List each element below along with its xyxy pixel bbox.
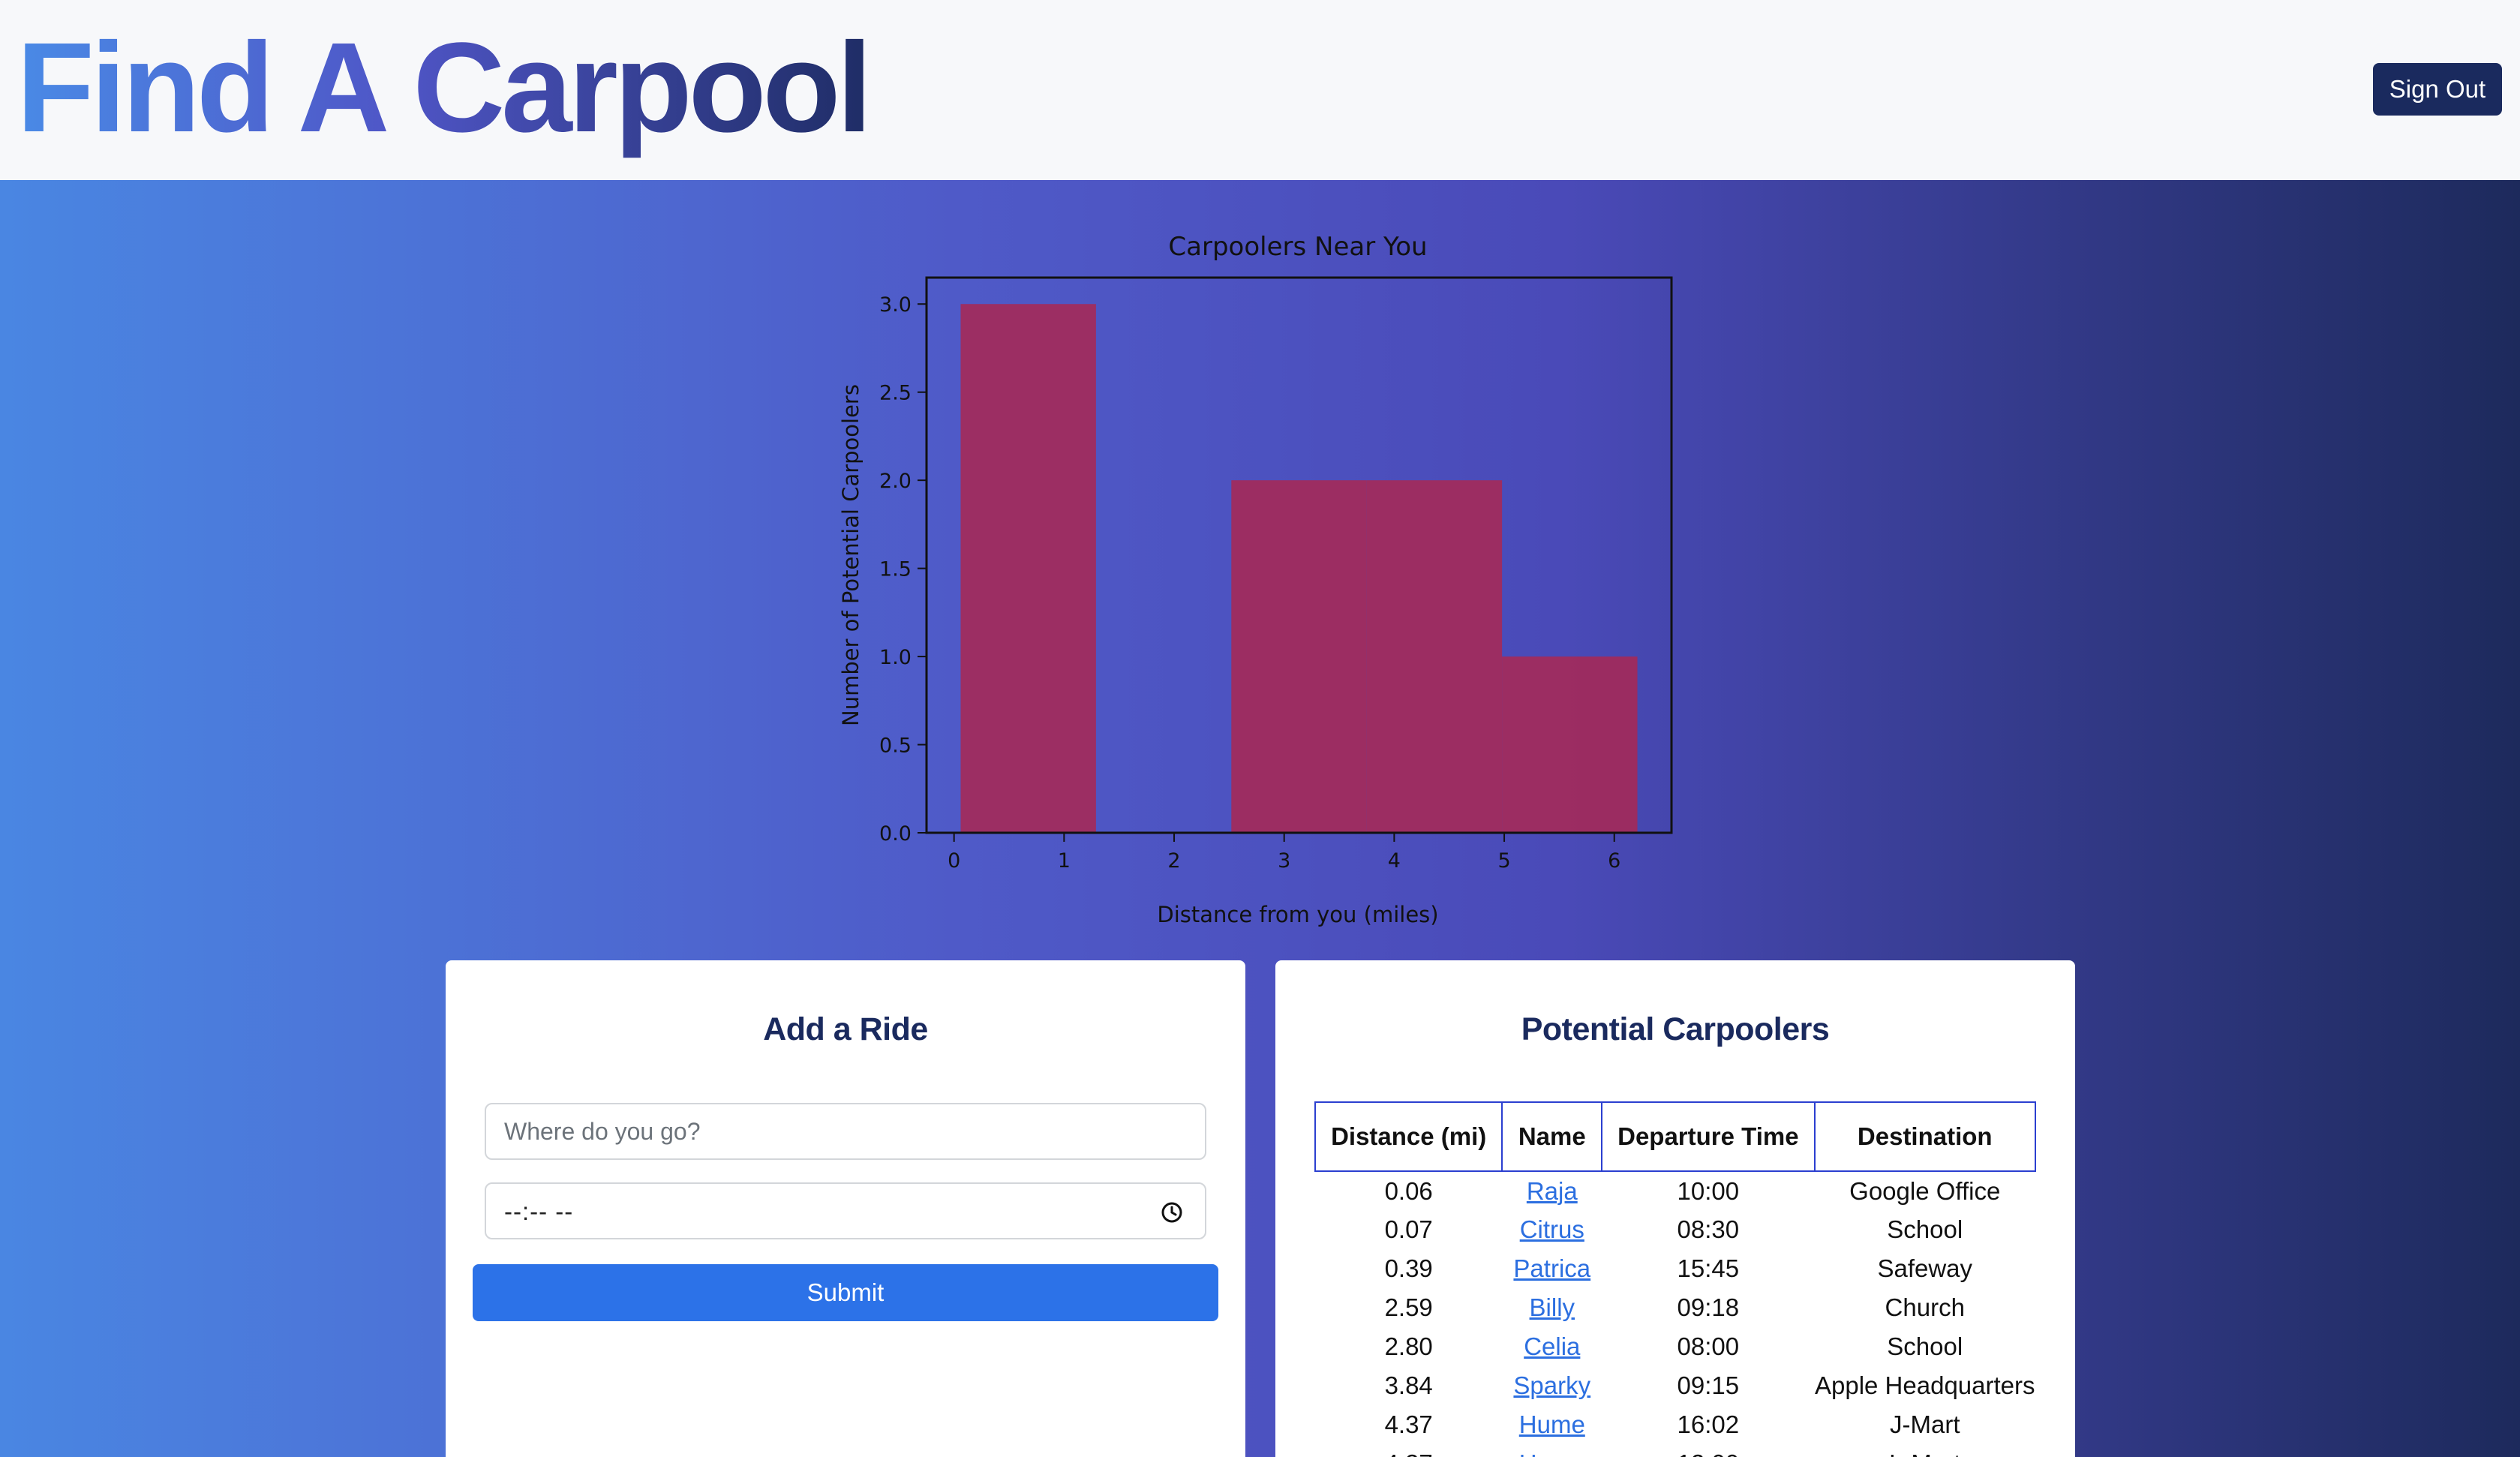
destination-cell: School — [1887, 1215, 1963, 1243]
histogram-bar — [1502, 656, 1638, 833]
distance-cell: 4.37 — [1315, 1444, 1502, 1457]
name-cell: Raja — [1502, 1171, 1602, 1210]
destination-cell: L-Mart — [1815, 1444, 2036, 1457]
x-tick-label: 3 — [1278, 849, 1290, 873]
y-axis-label: Number of Potential Carpoolers — [838, 384, 864, 726]
departure-time-cell: 12:00 — [1602, 1444, 1814, 1457]
x-tick-label: 4 — [1388, 849, 1401, 873]
destination-cell: J-Mart — [1890, 1410, 1960, 1438]
carpooler-name-link[interactable]: Billy — [1529, 1293, 1575, 1321]
y-tick-label: 2.5 — [879, 382, 912, 405]
x-tick-label: 2 — [1167, 849, 1180, 873]
distance-cell: 0.39 — [1384, 1254, 1433, 1282]
table-row: 2.59 Billy 09:18 Church — [1315, 1288, 2035, 1327]
carpoolers-histogram: Carpoolers Near You 0 1 2 3 4 5 6 0.0 0.5 1.0 1.5… — [838, 232, 1673, 927]
carpooler-name-link[interactable]: Celia — [1524, 1332, 1581, 1360]
departure-time-cell: 08:30 — [1677, 1215, 1740, 1243]
name-cell: Hume — [1502, 1444, 1602, 1457]
carpoolers-table: Distance (mi) Name Departure Time Destin… — [1314, 1101, 2036, 1457]
x-axis-label: Distance from you (miles) — [1157, 902, 1438, 927]
carpoolers-title: Potential Carpoolers — [1521, 1011, 1830, 1047]
chart-title: Carpoolers Near You — [1168, 232, 1427, 262]
destination-cell: Church — [1885, 1293, 1965, 1321]
column-header-distance[interactable]: Distance (mi) — [1314, 1101, 1503, 1172]
histogram-bar — [1366, 480, 1503, 833]
add-ride-card: Add a Ride --:-- -- Submit — [446, 960, 1245, 1457]
y-tick-label: 2.0 — [879, 470, 912, 493]
table-row: 0.39 Patrica 15:45 Safeway — [1315, 1249, 2035, 1288]
name-cell: Citrus — [1502, 1210, 1602, 1249]
table-row: 4.37 Hume 16:02 J-Mart — [1315, 1405, 2035, 1444]
table-row: 2.80 Celia 08:00 School — [1315, 1327, 2035, 1366]
carpooler-name-link[interactable]: Hume — [1519, 1449, 1585, 1457]
carpooler-name-link[interactable]: Hume — [1518, 1410, 1585, 1438]
x-tick-label: 6 — [1608, 849, 1620, 873]
departure-time-input[interactable]: --:-- -- — [485, 1182, 1206, 1239]
carpooler-name-link[interactable]: Sparky — [1513, 1371, 1591, 1399]
distance-cell: 0.06 — [1384, 1176, 1433, 1205]
time-placeholder: --:-- -- — [504, 1197, 574, 1225]
x-tick-label: 0 — [948, 849, 960, 873]
name-cell: Billy — [1502, 1288, 1602, 1327]
histogram-bar — [960, 304, 1096, 833]
destination-cell: Safeway — [1877, 1254, 1973, 1282]
y-tick-label: 0.5 — [879, 735, 912, 758]
destination-cell: Google Office — [1849, 1176, 2001, 1205]
table-row: 0.06 Raja 10:00 Google Office — [1315, 1171, 2035, 1210]
main-content: Carpoolers Near You 0 1 2 3 4 5 6 0.0 0.5 1.0 1.5… — [0, 180, 2520, 1457]
top-header: Find A Carpool Sign Out — [0, 0, 2520, 180]
carpooler-name-link[interactable]: Raja — [1526, 1176, 1578, 1205]
chart-frame — [925, 276, 1673, 834]
table-header-row: Distance (mi) Name Departure Time Destin… — [1314, 1101, 2036, 1172]
column-header-name[interactable]: Name — [1501, 1101, 1603, 1172]
name-cell: Patrica — [1502, 1249, 1602, 1288]
departure-time-cell: 09:18 — [1677, 1293, 1740, 1321]
column-header-departure-time[interactable]: Departure Time — [1601, 1101, 1816, 1172]
distance-cell: 0.07 — [1384, 1215, 1433, 1243]
submit-button[interactable]: Submit — [473, 1264, 1218, 1321]
potential-carpoolers-card: Potential Carpoolers Distance (mi) Name … — [1275, 960, 2075, 1457]
table-row: 4.37 Hume 12:00L-Mart — [1315, 1444, 2035, 1457]
carpoolers-table-body: 0.06 Raja 10:00 Google Office 0.07 Citrus 08:3… — [1315, 1171, 2035, 1457]
distance-cell: 4.37 — [1384, 1410, 1433, 1438]
add-ride-title: Add a Ride — [763, 1011, 928, 1047]
sign-out-button[interactable]: Sign Out — [2373, 63, 2502, 116]
app-title: Find A Carpool — [17, 17, 873, 159]
x-axis-ticks: 0 1 2 3 4 5 6 — [948, 833, 1620, 873]
column-header-destination[interactable]: Destination — [1813, 1101, 2036, 1172]
chart-bars — [960, 304, 1638, 833]
x-tick-label: 5 — [1497, 849, 1510, 873]
y-tick-label: 1.5 — [879, 558, 912, 581]
y-axis-ticks: 0.0 0.5 1.0 1.5 2.0 2.5 3.0 — [879, 293, 927, 846]
departure-time-cell: 10:00 — [1677, 1176, 1740, 1205]
histogram-bar — [1231, 480, 1367, 833]
destination-input[interactable] — [485, 1103, 1206, 1160]
departure-time-cell: 09:15 — [1677, 1371, 1740, 1399]
destination-cell: School — [1887, 1332, 1963, 1360]
carpooler-name-link[interactable]: Citrus — [1519, 1215, 1584, 1243]
departure-time-cell: 08:00 — [1677, 1332, 1740, 1360]
table-row: 0.07 Citrus 08:30 School — [1315, 1210, 2035, 1249]
departure-time-cell: 15:45 — [1677, 1254, 1740, 1282]
distance-cell: 3.84 — [1384, 1371, 1433, 1399]
distance-cell: 2.59 — [1384, 1293, 1433, 1321]
table-row: 3.84 Sparky 09:15 Apple Headquarters — [1315, 1366, 2035, 1405]
name-cell: Sparky — [1502, 1366, 1602, 1405]
departure-time-cell: 16:02 — [1677, 1410, 1740, 1438]
name-cell: Hume — [1502, 1405, 1602, 1444]
y-tick-label: 0.0 — [879, 822, 912, 846]
name-cell: Celia — [1502, 1327, 1602, 1366]
y-tick-label: 3.0 — [879, 293, 912, 317]
destination-cell: Apple Headquarters — [1814, 1371, 2035, 1399]
clock-icon[interactable] — [1160, 1200, 1184, 1224]
distance-cell: 2.80 — [1384, 1332, 1433, 1360]
carpooler-name-link[interactable]: Patrica — [1513, 1254, 1591, 1282]
x-tick-label: 1 — [1058, 849, 1071, 873]
y-tick-label: 1.0 — [879, 646, 912, 669]
